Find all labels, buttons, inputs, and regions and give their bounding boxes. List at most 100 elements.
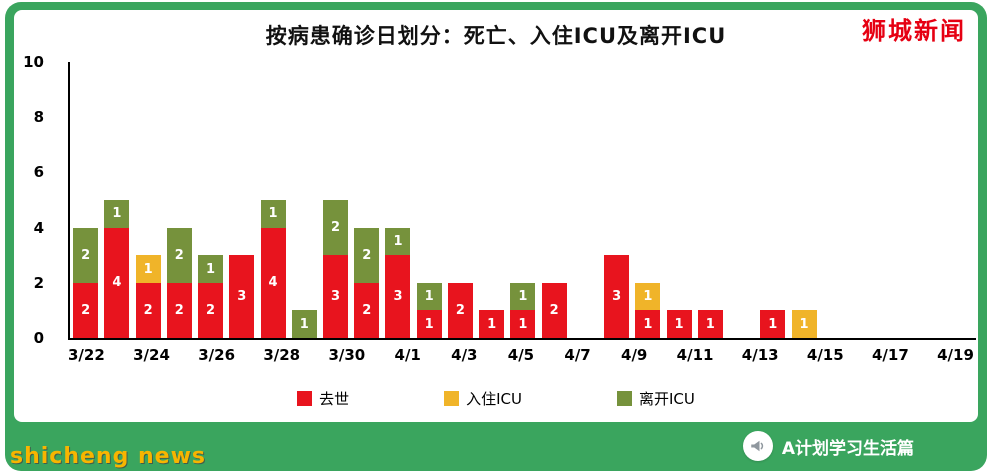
x-tick-label xyxy=(844,346,872,364)
legend-swatch xyxy=(444,391,460,406)
x-tick-label xyxy=(535,346,563,364)
bar-segment-去世: 2 xyxy=(354,282,380,338)
bar-4/6: 2 xyxy=(539,282,570,338)
bar-4/8: 3 xyxy=(601,255,632,338)
x-tick-label xyxy=(779,346,807,364)
bar-4/4: 1 xyxy=(476,310,507,338)
y-tick-label: 6 xyxy=(33,163,44,182)
x-tick-label: 3/28 xyxy=(263,346,301,364)
x-tick-label: 4/9 xyxy=(621,346,648,364)
watermark: shicheng news xyxy=(10,444,206,469)
bar-segment-去世: 4 xyxy=(104,227,130,338)
bar-segment-去世: 2 xyxy=(135,282,161,338)
bar-3/27: 3 xyxy=(226,255,257,338)
x-tick-label xyxy=(365,346,393,364)
brand-logo: 狮城新闻 xyxy=(862,17,966,45)
bar-segment-离开ICU: 1 xyxy=(260,200,286,228)
x-tick-label: 4/3 xyxy=(451,346,478,364)
bar-segment-去世: 2 xyxy=(198,282,224,338)
bar-4/14: 1 xyxy=(788,310,819,338)
bar-segment-离开ICU: 2 xyxy=(73,227,99,283)
x-tick-label: 3/24 xyxy=(133,346,170,364)
x-tick-label xyxy=(648,346,676,364)
bar-segment-去世: 1 xyxy=(510,310,536,338)
footer-logo-text: A计划学习生活篇 xyxy=(781,438,914,459)
x-tick-label: 4/7 xyxy=(564,346,591,364)
x-tick-label xyxy=(909,346,937,364)
y-tick-label: 10 xyxy=(23,53,44,71)
bar-segment-去世: 1 xyxy=(479,310,505,338)
bar-segment-去世: 3 xyxy=(604,255,630,338)
legend-label: 去世 xyxy=(319,390,350,408)
legend-swatch xyxy=(297,391,313,406)
x-tick-label xyxy=(478,346,506,364)
y-tick-label: 0 xyxy=(33,329,44,347)
bar-4/3: 2 xyxy=(445,282,476,338)
y-tick-label: 4 xyxy=(33,218,44,237)
megaphone-icon xyxy=(742,431,773,461)
y-tick-label: 8 xyxy=(33,108,44,127)
legend-item-入住ICU: 入住ICU xyxy=(444,388,522,409)
bar-segment-去世: 2 xyxy=(73,282,99,338)
bar-segment-去世: 3 xyxy=(323,255,348,338)
x-tick-label xyxy=(300,346,328,364)
x-tick-label: 4/13 xyxy=(741,346,779,364)
bar-segment-去世: 1 xyxy=(416,310,442,338)
legend-item-去世: 去世 xyxy=(297,388,349,409)
x-tick-label: 3/22 xyxy=(68,346,105,364)
bar-segment-去世: 2 xyxy=(541,282,567,338)
legend-swatch xyxy=(617,391,632,406)
bar-segment-离开ICU: 1 xyxy=(385,227,411,256)
bar-4/13: 1 xyxy=(757,310,788,338)
footer-logo: A计划学习生活篇 xyxy=(742,431,914,461)
bar-segment-离开ICU: 1 xyxy=(510,282,536,311)
x-tick-label: 4/11 xyxy=(676,346,714,364)
bar-segment-去世: 2 xyxy=(166,282,192,338)
bar-segment-入住ICU: 1 xyxy=(135,255,161,283)
x-tick-label xyxy=(592,346,620,364)
x-tick-label xyxy=(170,346,198,364)
x-tick-label xyxy=(105,346,133,364)
x-tick-label: 3/30 xyxy=(328,346,366,364)
bar-segment-离开ICU: 1 xyxy=(198,255,224,283)
bar-segment-去世: 3 xyxy=(229,255,255,338)
bar-4/11: 1 xyxy=(695,310,726,338)
bar-segment-离开ICU: 2 xyxy=(354,227,380,283)
bar-segment-入住ICU: 1 xyxy=(791,310,817,338)
bar-segment-离开ICU: 1 xyxy=(291,310,317,338)
x-tick-label: 4/1 xyxy=(394,346,421,364)
x-tick-label: 4/15 xyxy=(806,346,844,364)
bar-segment-去世: 1 xyxy=(666,310,692,338)
bar-segment-去世: 1 xyxy=(697,310,723,338)
x-tick-label: 3/26 xyxy=(198,346,236,364)
x-tick-label xyxy=(235,346,263,364)
bar-segment-离开ICU: 2 xyxy=(323,200,348,256)
bar-segment-离开ICU: 2 xyxy=(166,227,192,283)
x-axis-labels: 3/22 3/24 3/26 3/28 3/30 4/1 4/3 4/5 4/7 4/9 4/11 4… xyxy=(68,346,974,364)
bar-segment-入住ICU: 1 xyxy=(635,282,661,311)
bar-segment-去世: 4 xyxy=(260,227,286,338)
bar-segment-离开ICU: 1 xyxy=(416,282,442,311)
legend-label: 离开ICU xyxy=(639,390,695,408)
x-tick-label: 4/17 xyxy=(872,346,909,364)
bar-4/10: 1 xyxy=(663,310,694,338)
legend-label: 入住ICU xyxy=(466,390,522,408)
x-tick-label: 4/5 xyxy=(507,346,535,364)
y-tick-label: 2 xyxy=(33,273,44,292)
bar-3/29: 1 xyxy=(289,310,320,338)
bar-segment-去世: 3 xyxy=(385,255,411,338)
chart-title: 按病患确诊日划分：死亡、入住ICU及离开ICU xyxy=(265,24,727,48)
